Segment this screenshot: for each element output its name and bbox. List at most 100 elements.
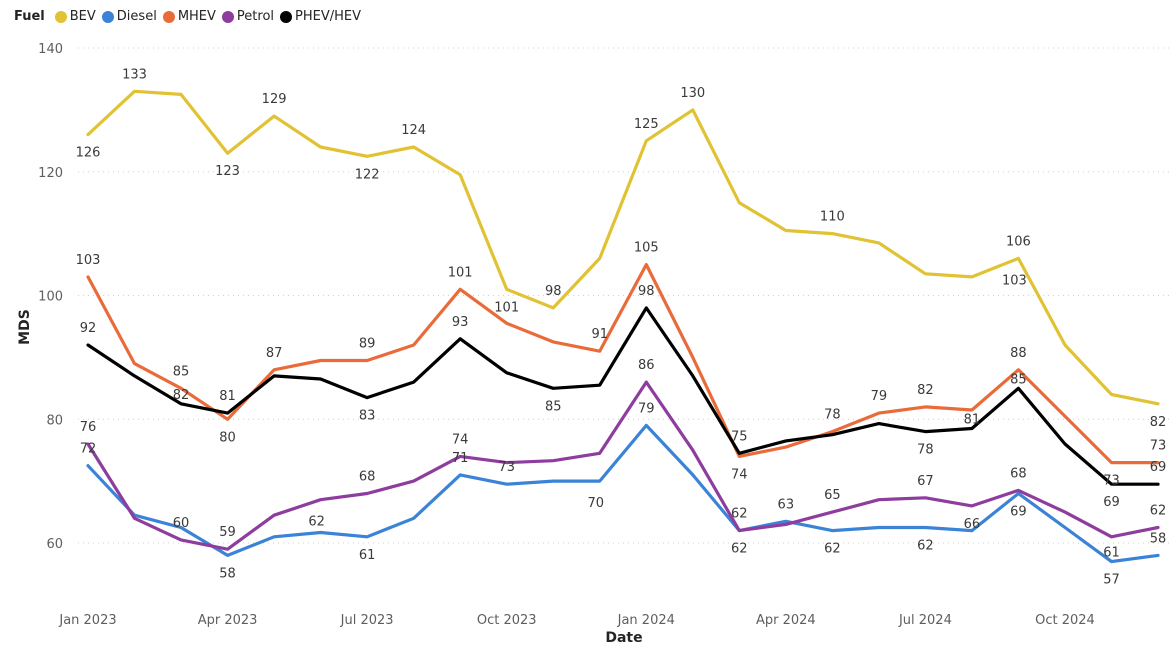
x-axis-ticks: Jan 2023 Apr 2023 Jul 2023 Oct 2023 Jan 2024…	[58, 613, 1094, 628]
legend-marker-mhev	[162, 10, 175, 23]
data-label-bev-7: 124	[401, 123, 426, 138]
x-tick-apr-2023: Apr 2023	[198, 613, 258, 628]
legend-label-bev: BEV	[69, 9, 96, 24]
data-label-phev-hev-12: 98	[638, 284, 655, 299]
data-label-bev-12: 125	[634, 117, 659, 132]
data-label-diesel-9: 73	[498, 460, 515, 475]
data-label-mhev-2: 85	[173, 364, 190, 379]
data-label-petrol-12: 86	[638, 358, 655, 373]
data-label-mhev-16: 78	[824, 408, 841, 423]
series-line-bev[interactable]	[86, 89, 1160, 406]
series-line-petrol[interactable]	[86, 380, 1160, 551]
data-label-phev-hev-19: 81	[964, 413, 981, 428]
legend-item-mhev[interactable]: MHEV	[162, 9, 216, 24]
data-label-petrol-8: 74	[452, 432, 469, 447]
data-label-petrol-2: 60	[173, 516, 190, 531]
data-label-bev-0: 126	[76, 146, 101, 161]
series-line-mhev[interactable]	[86, 263, 1160, 465]
data-label-bev-1: 133	[122, 67, 147, 82]
series-lines	[86, 89, 1160, 564]
data-label-diesel-18: 62	[917, 539, 934, 554]
data-label-phev-hev-18: 78	[917, 443, 934, 458]
data-label-mhev-14: 74	[731, 467, 748, 482]
data-label-diesel-22: 57	[1103, 573, 1120, 588]
data-label-bev-23: 82	[1150, 415, 1167, 430]
chart-legend: Fuel BEV Diesel MHEV Petrol PHEV/HEV	[14, 9, 363, 24]
legend-marker-petrol	[221, 10, 234, 23]
data-label-phev-hev-3: 81	[219, 389, 236, 404]
y-axis-ticks: 60 80 100 120 140	[38, 42, 63, 552]
data-label-petrol-18: 67	[917, 474, 934, 489]
data-label-petrol-14: 62	[731, 507, 748, 522]
data-label-phev-hev-2: 82	[173, 388, 190, 403]
series-line-phev-hev[interactable]	[86, 306, 1160, 486]
data-label-mhev-4: 87	[266, 346, 283, 361]
data-label-petrol-23: 62	[1150, 504, 1167, 519]
data-label-diesel-20: 69	[1010, 505, 1027, 520]
data-label-petrol-3: 59	[219, 525, 236, 540]
data-labels: 126 133 123 129 122 124 101 98 125 130 110 103 106 82…	[76, 67, 1167, 587]
data-label-diesel-0: 72	[80, 442, 97, 457]
x-tick-oct-2024: Oct 2024	[1035, 613, 1095, 628]
x-tick-apr-2024: Apr 2024	[756, 613, 816, 628]
data-label-bev-10: 98	[545, 284, 562, 299]
data-label-diesel-16: 62	[824, 542, 841, 557]
data-label-bev-13: 130	[680, 86, 705, 101]
data-label-mhev-8: 101	[448, 265, 473, 280]
data-label-mhev-3: 80	[219, 430, 236, 445]
data-label-diesel-6: 61	[359, 548, 376, 563]
data-label-mhev-22: 73	[1103, 474, 1120, 489]
data-label-bev-6: 122	[355, 167, 380, 182]
data-label-phev-hev-6: 83	[359, 409, 376, 424]
legend-item-petrol[interactable]: Petrol	[221, 9, 274, 24]
series-line-diesel[interactable]	[86, 423, 1160, 564]
x-axis-title: Date	[605, 630, 642, 646]
data-label-mhev-20: 88	[1010, 346, 1027, 361]
legend-item-diesel[interactable]: Diesel	[101, 9, 157, 24]
y-tick-140: 140	[38, 42, 63, 57]
data-label-diesel-8: 71	[452, 451, 469, 466]
legend-marker-phev-hev	[280, 10, 293, 23]
data-label-diesel-22: 61	[1103, 546, 1120, 561]
data-label-phev-hev-14: 75	[731, 429, 748, 444]
legend-item-phev-hev[interactable]: PHEV/HEV	[280, 9, 361, 24]
x-tick-jan-2024: Jan 2024	[617, 613, 675, 628]
legend-label-phev-hev: PHEV/HEV	[295, 9, 362, 24]
y-tick-60: 60	[46, 537, 63, 552]
legend-item-bev[interactable]: BEV	[54, 9, 96, 24]
data-label-mhev-23: 73	[1150, 439, 1167, 454]
y-tick-100: 100	[38, 290, 63, 305]
legend-label-diesel: Diesel	[116, 9, 157, 24]
data-label-phev-hev-20: 85	[1010, 372, 1027, 387]
data-label-diesel-23: 58	[1150, 531, 1167, 546]
legend-title: Fuel	[14, 9, 45, 24]
x-tick-jan-2023: Jan 2023	[58, 613, 116, 628]
legend-label-mhev: MHEV	[177, 9, 216, 24]
data-label-mhev-6: 89	[359, 336, 376, 351]
data-label-mhev-18: 82	[917, 383, 934, 398]
x-tick-jul-2023: Jul 2023	[340, 613, 394, 628]
data-label-petrol-19: 66	[964, 517, 981, 532]
data-label-diesel-15: 63	[778, 497, 795, 512]
data-label-diesel-11: 70	[587, 496, 604, 511]
data-label-phev-hev-8: 93	[452, 315, 469, 330]
y-axis-title: MDS	[17, 309, 33, 345]
x-tick-oct-2023: Oct 2023	[477, 613, 537, 628]
data-label-mhev-11: 91	[591, 327, 608, 342]
data-label-mhev-17: 79	[871, 389, 888, 404]
gridlines	[78, 47, 1171, 544]
data-label-diesel-12: 79	[638, 401, 655, 416]
data-label-mhev-0: 103	[76, 253, 101, 268]
data-label-mhev-12: 105	[634, 241, 659, 256]
data-label-petrol-16: 65	[824, 488, 841, 503]
y-tick-80: 80	[46, 413, 63, 428]
data-label-bev-9: 101	[494, 300, 519, 315]
data-label-diesel-14: 62	[731, 542, 748, 557]
data-label-bev-16: 110	[820, 210, 845, 225]
data-label-bev-20: 106	[1006, 234, 1031, 249]
data-label-petrol-0: 76	[80, 420, 97, 435]
data-label-phev-hev-0: 92	[80, 321, 97, 336]
data-label-phev-hev-10: 85	[545, 399, 562, 414]
data-label-petrol-6: 68	[359, 470, 376, 485]
data-label-petrol-20: 68	[1010, 466, 1027, 481]
